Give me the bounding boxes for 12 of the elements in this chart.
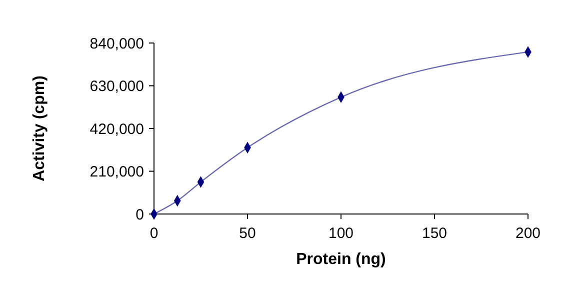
y-tick-label: 840,000: [90, 35, 144, 52]
y-tick-label: 210,000: [90, 164, 144, 180]
x-tick-label: 100: [328, 225, 354, 242]
x-tick-label: 150: [422, 225, 448, 242]
x-axis-title: Protein (ng): [296, 251, 386, 268]
x-tick-label: 200: [515, 225, 541, 242]
x-tick-label: 0: [150, 225, 158, 242]
y-tick-label: 630,000: [90, 78, 144, 95]
y-axis-title: Activity (cpm): [31, 76, 48, 182]
y-tick-label: 0: [136, 206, 144, 224]
x-tick-label: 50: [239, 225, 256, 242]
y-tick-label: 420,000: [90, 120, 144, 138]
